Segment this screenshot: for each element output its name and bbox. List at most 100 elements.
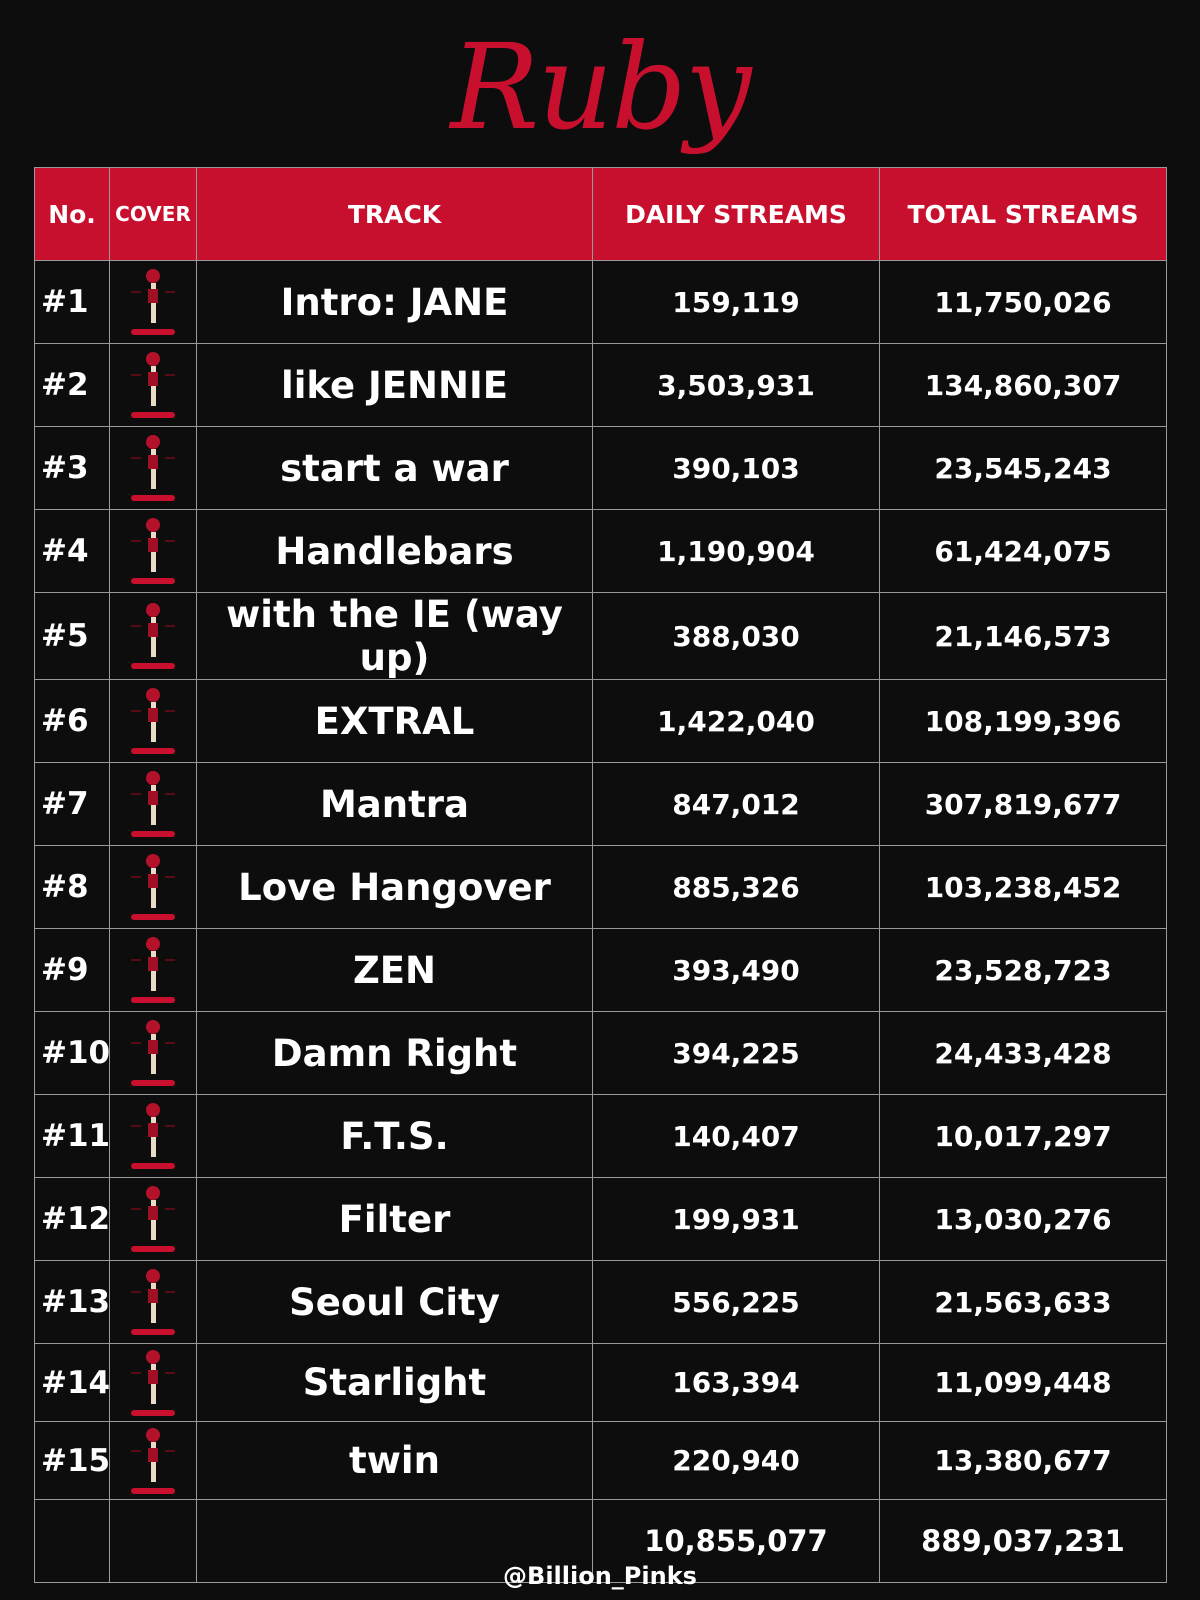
header-total-streams: TOTAL STREAMS: [879, 167, 1167, 261]
album-cover-thumbnail: [125, 265, 181, 339]
track-title: start a war: [196, 426, 593, 510]
track-number: #15: [34, 1421, 110, 1500]
header-no: No.: [34, 167, 110, 261]
table-row: #1 Intro: JANE 159,119 11,750,026: [34, 260, 1167, 344]
cover-cell: [109, 1343, 197, 1422]
totals-cover-cell: [109, 1499, 197, 1583]
daily-streams: 140,407: [592, 1094, 880, 1178]
daily-streams: 388,030: [592, 592, 880, 680]
album-cover-thumbnail: [125, 1265, 181, 1339]
track-title: Seoul City: [196, 1260, 593, 1344]
track-title: Filter: [196, 1177, 593, 1261]
total-streams: 21,146,573: [879, 592, 1167, 680]
cover-cell: [109, 845, 197, 929]
total-streams: 21,563,633: [879, 1260, 1167, 1344]
total-streams: 23,528,723: [879, 928, 1167, 1012]
cover-cell: [109, 509, 197, 593]
total-streams-total: 889,037,231: [879, 1499, 1167, 1583]
total-streams: 108,199,396: [879, 679, 1167, 763]
track-number: #2: [34, 343, 110, 427]
table-row: #13 Seoul City 556,225 21,563,633: [34, 1260, 1167, 1344]
daily-streams: 1,190,904: [592, 509, 880, 593]
track-number: #4: [34, 509, 110, 593]
daily-streams: 159,119: [592, 260, 880, 344]
track-title: ZEN: [196, 928, 593, 1012]
footer-handle: @Billion_Pinks: [503, 1562, 697, 1590]
daily-streams: 390,103: [592, 426, 880, 510]
header-daily-streams: DAILY STREAMS: [592, 167, 880, 261]
totals-no-cell: [34, 1499, 110, 1583]
album-cover-thumbnail: [125, 348, 181, 422]
cover-cell: [109, 1260, 197, 1344]
album-cover-thumbnail: [125, 1424, 181, 1498]
daily-streams: 847,012: [592, 762, 880, 846]
table-row: #6 EXTRAL 1,422,040 108,199,396: [34, 679, 1167, 763]
total-streams: 23,545,243: [879, 426, 1167, 510]
track-number: #13: [34, 1260, 110, 1344]
track-number: #6: [34, 679, 110, 763]
total-streams: 10,017,297: [879, 1094, 1167, 1178]
track-number: #5: [34, 592, 110, 680]
streams-table: No. COVER TRACK DAILY STREAMS TOTAL STRE…: [34, 167, 1167, 1583]
album-cover-thumbnail: [125, 1016, 181, 1090]
track-number: #11: [34, 1094, 110, 1178]
album-cover-thumbnail: [125, 599, 181, 673]
table-row: #5 with the IE (way up) 388,030 21,146,573: [34, 592, 1167, 680]
album-cover-thumbnail: [125, 514, 181, 588]
track-number: #3: [34, 426, 110, 510]
cover-cell: [109, 592, 197, 680]
daily-streams: 885,326: [592, 845, 880, 929]
table-row: #2 like JENNIE 3,503,931 134,860,307: [34, 343, 1167, 427]
daily-streams: 556,225: [592, 1260, 880, 1344]
table-row: #15 twin 220,940 13,380,677: [34, 1421, 1167, 1500]
album-cover-thumbnail: [125, 850, 181, 924]
header-track: TRACK: [196, 167, 593, 261]
track-number: #8: [34, 845, 110, 929]
album-cover-thumbnail: [125, 767, 181, 841]
track-title: Love Hangover: [196, 845, 593, 929]
table-row: #11 F.T.S. 140,407 10,017,297: [34, 1094, 1167, 1178]
track-number: #14: [34, 1343, 110, 1422]
total-streams: 134,860,307: [879, 343, 1167, 427]
total-streams: 13,380,677: [879, 1421, 1167, 1500]
cover-cell: [109, 762, 197, 846]
album-cover-thumbnail: [125, 1182, 181, 1256]
track-number: #9: [34, 928, 110, 1012]
table-row: #9 ZEN 393,490 23,528,723: [34, 928, 1167, 1012]
cover-cell: [109, 1011, 197, 1095]
cover-cell: [109, 1421, 197, 1500]
cover-cell: [109, 426, 197, 510]
table-row: #4 Handlebars 1,190,904 61,424,075: [34, 509, 1167, 593]
cover-cell: [109, 928, 197, 1012]
daily-streams-total: 10,855,077: [592, 1499, 880, 1583]
album-cover-thumbnail: [125, 684, 181, 758]
album-cover-thumbnail: [125, 1099, 181, 1173]
track-title: F.T.S.: [196, 1094, 593, 1178]
table-row: #12 Filter 199,931 13,030,276: [34, 1177, 1167, 1261]
table-row: #8 Love Hangover 885,326 103,238,452: [34, 845, 1167, 929]
album-cover-thumbnail: [125, 1346, 181, 1420]
track-title: Handlebars: [196, 509, 593, 593]
track-number: #1: [34, 260, 110, 344]
track-number: #7: [34, 762, 110, 846]
total-streams: 61,424,075: [879, 509, 1167, 593]
track-number: #10: [34, 1011, 110, 1095]
track-title: with the IE (way up): [196, 592, 593, 680]
track-title: Intro: JANE: [196, 260, 593, 344]
total-streams: 11,750,026: [879, 260, 1167, 344]
daily-streams: 3,503,931: [592, 343, 880, 427]
totals-row: 10,855,077 889,037,231: [34, 1499, 1167, 1583]
cover-cell: [109, 343, 197, 427]
total-streams: 103,238,452: [879, 845, 1167, 929]
daily-streams: 393,490: [592, 928, 880, 1012]
total-streams: 11,099,448: [879, 1343, 1167, 1422]
table-header: No. COVER TRACK DAILY STREAMS TOTAL STRE…: [34, 167, 1167, 261]
cover-cell: [109, 1177, 197, 1261]
track-title: Starlight: [196, 1343, 593, 1422]
daily-streams: 163,394: [592, 1343, 880, 1422]
album-cover-thumbnail: [125, 431, 181, 505]
total-streams: 307,819,677: [879, 762, 1167, 846]
track-title: Mantra: [196, 762, 593, 846]
table-row: #10 Damn Right 394,225 24,433,428: [34, 1011, 1167, 1095]
daily-streams: 220,940: [592, 1421, 880, 1500]
